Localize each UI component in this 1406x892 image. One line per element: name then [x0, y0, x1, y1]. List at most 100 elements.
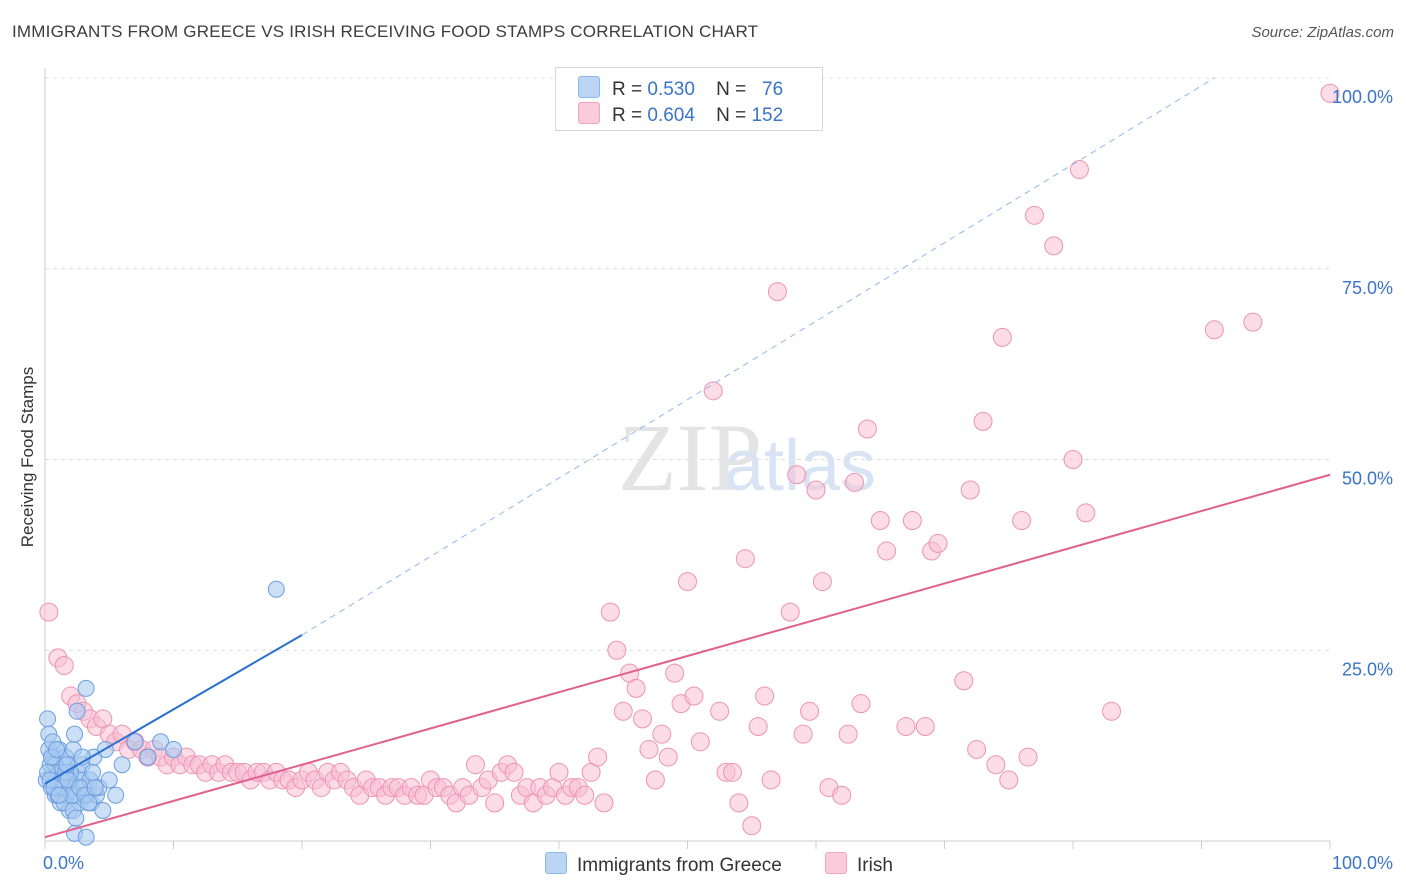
irish-point	[1018, 747, 1038, 767]
watermark: ZIP atlas	[618, 404, 876, 511]
irish-point	[54, 656, 74, 676]
greece-point	[50, 786, 68, 804]
irish-point	[992, 327, 1012, 347]
legend-r-value: 0.530	[647, 79, 695, 100]
irish-point	[652, 724, 672, 744]
greece-point	[68, 702, 86, 720]
irish-point	[812, 572, 832, 592]
watermark-zip: ZIP	[618, 404, 762, 511]
irish-point	[960, 480, 980, 500]
legend-n-label: N =	[716, 105, 747, 126]
irish-point	[658, 747, 678, 767]
y-tick-label: 50.0%	[1342, 469, 1393, 489]
bottom-legend-swatch-pink	[825, 852, 847, 874]
greece-point	[84, 763, 102, 781]
irish-point	[594, 793, 614, 813]
greece-point	[107, 786, 125, 804]
irish-point	[710, 701, 730, 721]
legend-swatch-pink	[578, 102, 600, 124]
greece-point	[66, 725, 84, 743]
legend-r-label: R =	[612, 105, 643, 126]
irish-point	[485, 793, 505, 813]
legend-n-value: 76	[762, 79, 784, 100]
bottom-legend-greece: Immigrants from Greece	[545, 852, 782, 877]
irish-point	[1320, 83, 1340, 103]
irish-point	[626, 678, 646, 698]
irish-point	[645, 770, 665, 790]
legend-row-irish: R = 0.604 N = 152	[578, 102, 783, 128]
irish-point	[678, 572, 697, 592]
irish-point	[838, 724, 858, 744]
greece-point	[100, 771, 118, 789]
irish-point	[684, 686, 704, 706]
legend-r-label: R =	[612, 79, 643, 100]
irish-point	[806, 480, 826, 500]
irish-point	[549, 762, 569, 782]
irish-point	[575, 785, 595, 805]
irish-point	[639, 739, 659, 759]
irish-point	[1024, 205, 1044, 225]
irish-point	[986, 755, 1006, 775]
irish-point	[1063, 450, 1083, 469]
correlation-legend: R = 0.530 N = 76 R = 0.604 N = 152	[555, 67, 823, 131]
irish-point	[1044, 236, 1064, 256]
irish-point	[39, 602, 59, 622]
irish-point	[780, 602, 800, 622]
source-label: Source: ZipAtlas.com	[1251, 24, 1394, 41]
y-tick-label: 25.0%	[1342, 659, 1393, 679]
irish-point	[793, 724, 813, 744]
y-axis-label: Receiving Food Stamps	[18, 366, 37, 548]
irish-point	[607, 640, 627, 660]
greece-point	[86, 779, 104, 797]
irish-point	[999, 770, 1019, 790]
irish-point	[902, 511, 922, 531]
greece-point	[126, 733, 144, 751]
irish-point	[954, 671, 974, 691]
bottom-legend-irish: Irish	[825, 852, 893, 877]
irish-point	[748, 717, 768, 737]
irish-points	[39, 83, 1340, 836]
irish-point	[665, 663, 685, 683]
irish-point	[800, 701, 820, 721]
irish-point	[845, 472, 865, 492]
greece-point	[39, 710, 57, 728]
greece-point	[94, 801, 112, 819]
greece-points	[37, 580, 285, 846]
irish-point	[703, 381, 723, 401]
greece-point	[77, 679, 95, 697]
irish-point	[967, 739, 987, 759]
grid-lines	[45, 77, 1330, 651]
irish-point	[1069, 160, 1089, 180]
irish-point	[729, 793, 749, 813]
x-tick-label: 0.0%	[43, 853, 84, 873]
irish-point	[633, 709, 653, 729]
irish-point	[588, 747, 608, 767]
greece-trend-extension	[301, 77, 1215, 636]
irish-point	[851, 694, 871, 714]
irish-point	[735, 549, 755, 569]
tick-labels: 100.0% 75.0% 50.0% 25.0% 0.0% 100.0%	[43, 87, 1393, 873]
greece-point	[267, 580, 285, 598]
legend-swatch-blue	[578, 76, 600, 98]
bottom-legend-label-irish: Irish	[857, 855, 893, 876]
greece-point	[113, 756, 131, 774]
greece-point	[67, 809, 85, 827]
irish-point	[755, 686, 775, 706]
legend-n-label: N =	[716, 79, 747, 100]
irish-point	[1204, 320, 1224, 340]
greece-trend-line	[44, 634, 303, 785]
irish-trend-line	[44, 473, 1331, 839]
irish-point	[787, 465, 807, 485]
greece-point	[80, 794, 98, 812]
irish-point	[465, 755, 485, 775]
irish-point	[613, 701, 633, 721]
irish-point	[1012, 511, 1032, 531]
legend-row-greece: R = 0.530 N = 76	[578, 76, 783, 102]
irish-point	[761, 770, 781, 790]
greece-point	[165, 740, 182, 758]
irish-point	[690, 732, 710, 752]
bottom-legend-label-greece: Immigrants from Greece	[577, 855, 782, 876]
greece-point	[139, 748, 157, 766]
irish-point	[1076, 503, 1096, 523]
